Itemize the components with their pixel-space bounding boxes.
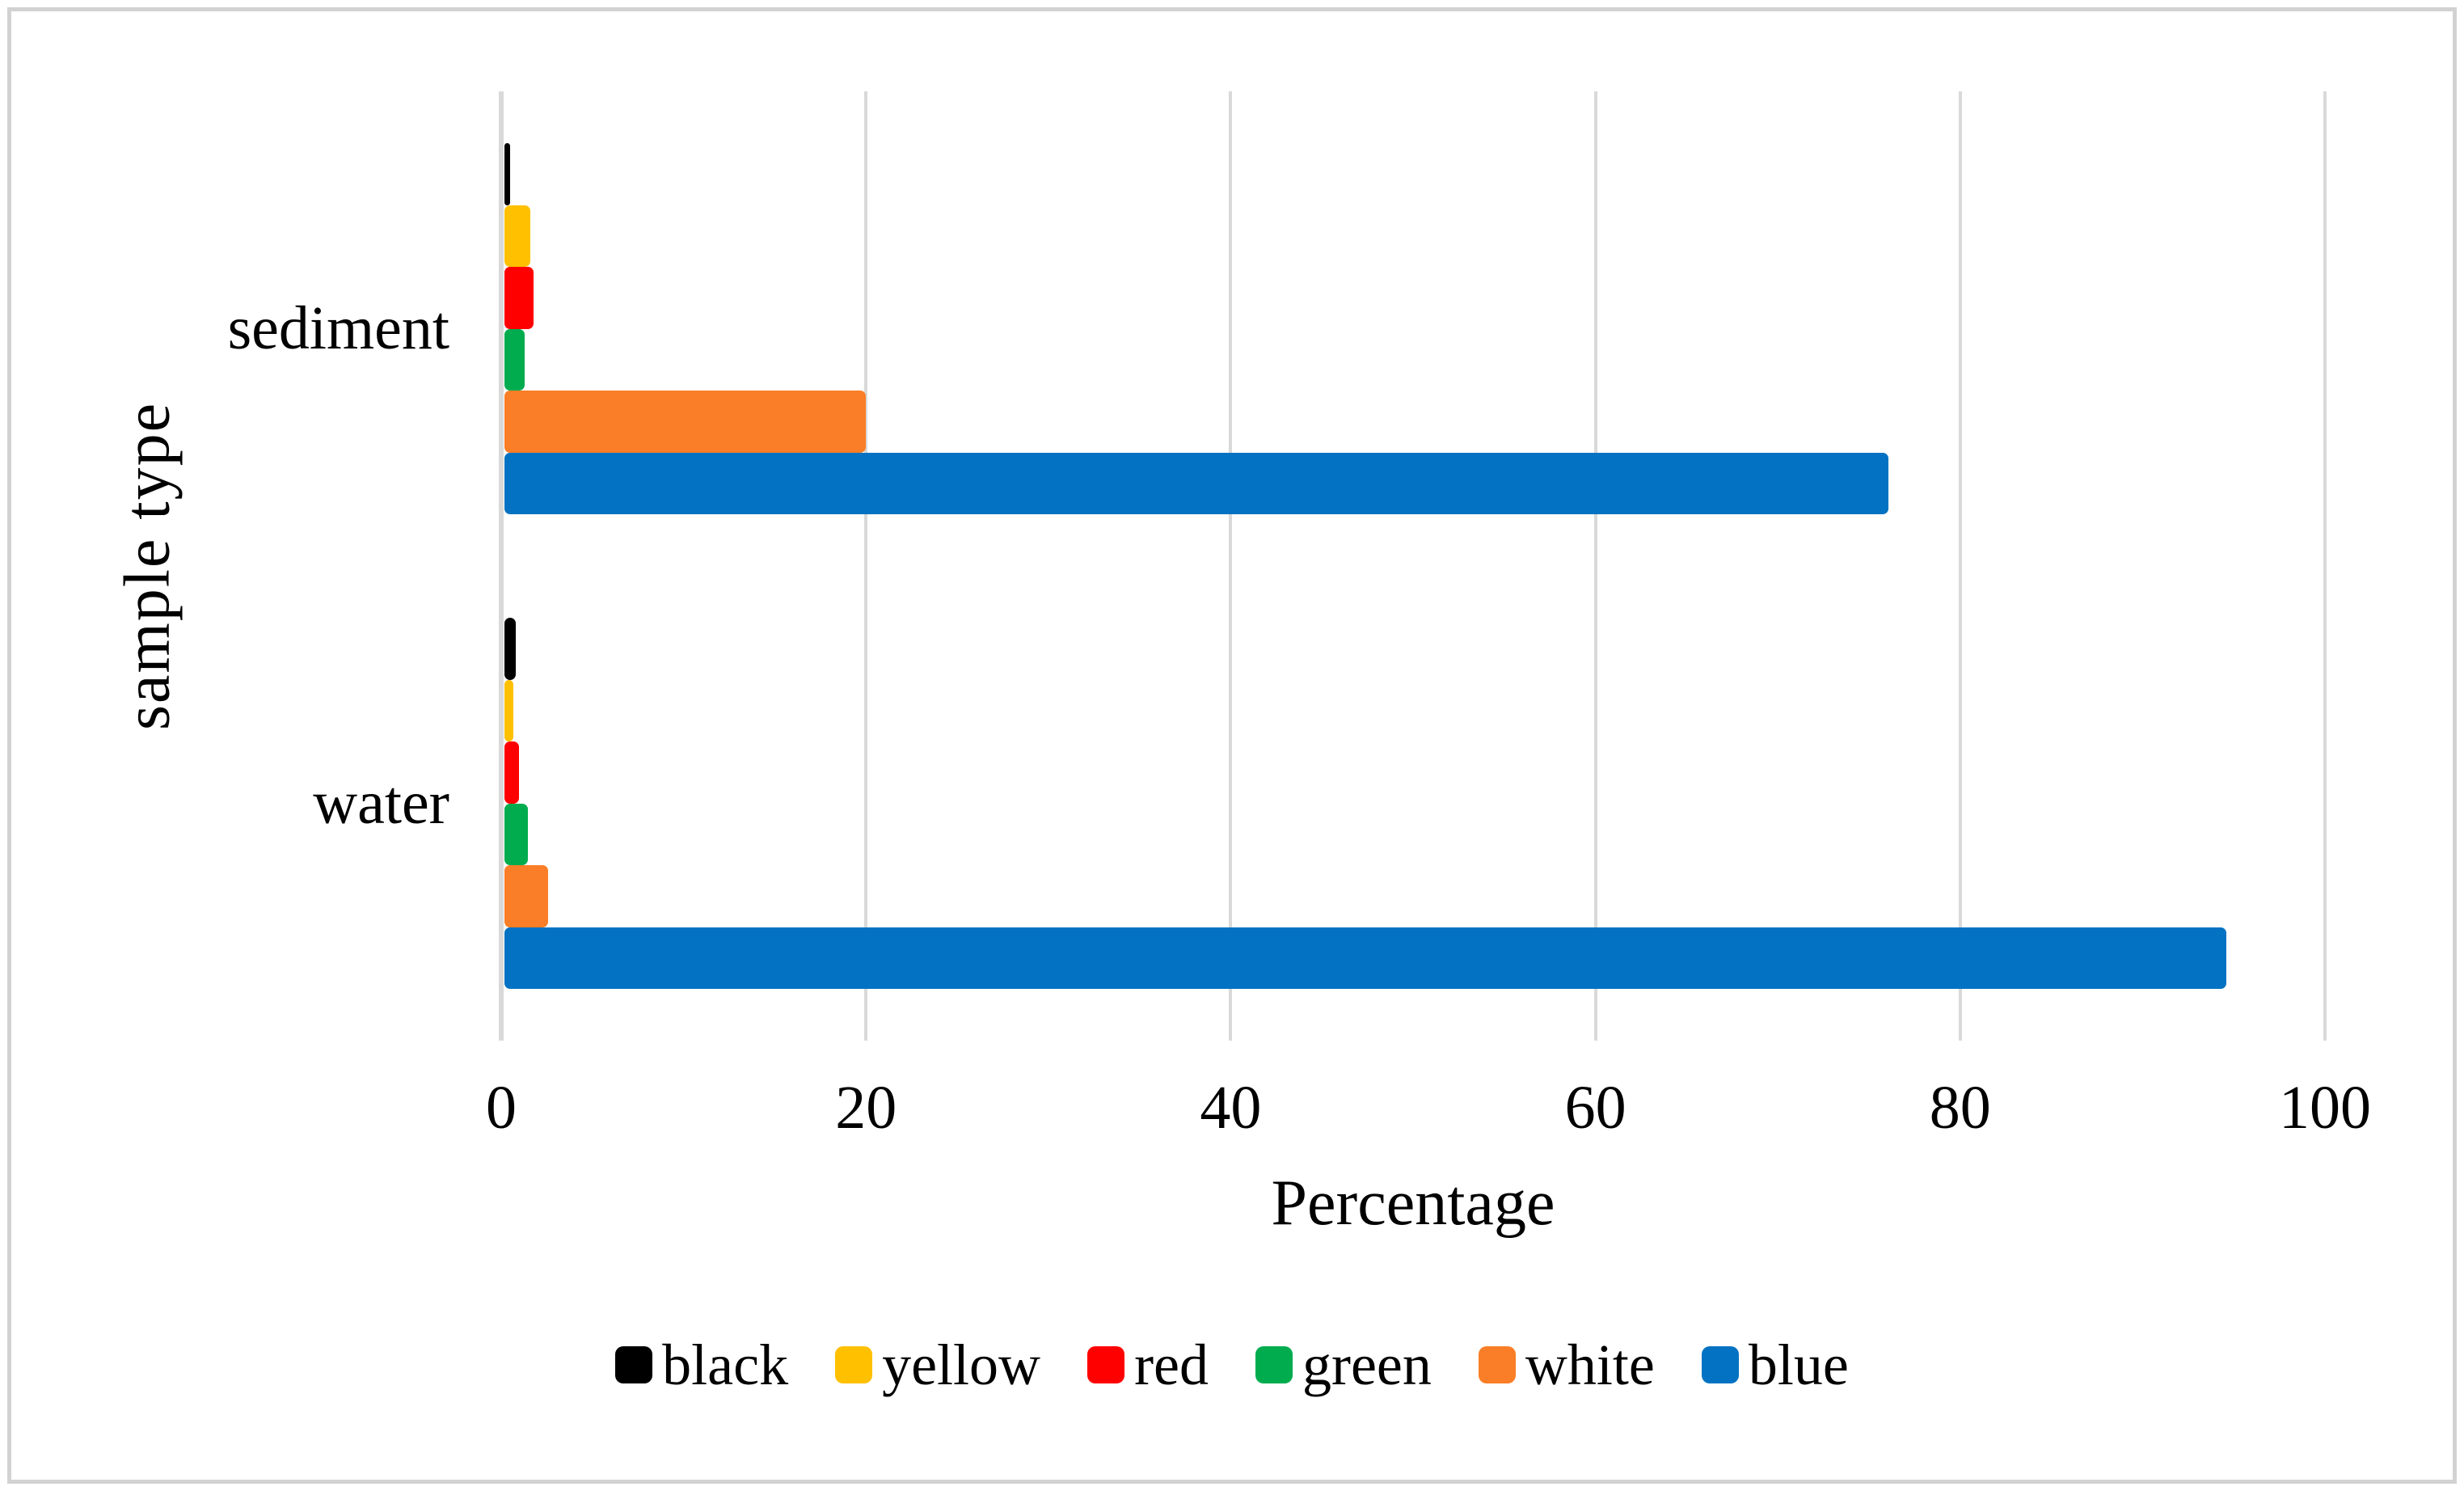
x-tick-label-0: 0 (486, 1074, 517, 1142)
bar-water-black (504, 618, 516, 680)
figure-border (7, 7, 2457, 1484)
legend-label-red: red (1134, 1333, 1209, 1397)
gridline-x-40 (1229, 91, 1233, 1041)
legend-label-yellow: yellow (882, 1333, 1041, 1397)
bar-water-green (504, 803, 529, 865)
gridline-x-80 (1958, 91, 1962, 1041)
legend-item-blue: blue (1701, 1333, 1849, 1397)
legend-swatch-blue (1701, 1346, 1739, 1383)
legend-item-red: red (1087, 1336, 1209, 1394)
bar-water-red (504, 741, 520, 804)
legend-label-blue: blue (1748, 1333, 1849, 1397)
bar-sediment-white (504, 391, 866, 453)
category-label-text: water (313, 769, 449, 837)
y-axis-line (499, 91, 504, 1041)
bar-sediment-black (504, 143, 510, 205)
x-tick-label-40: 40 (1200, 1074, 1262, 1142)
x-tick-label-20: 20 (835, 1074, 897, 1142)
x-axis-title: Percentage (1271, 1168, 1555, 1239)
bar-water-blue (504, 927, 2226, 989)
bar-group-sediment (501, 91, 2325, 566)
legend-label-white: white (1525, 1333, 1655, 1397)
bar-sediment-yellow (504, 205, 530, 267)
x-tick-label-100: 100 (2279, 1074, 2371, 1142)
legend-swatch-white (1478, 1346, 1516, 1383)
bar-group-water (501, 566, 2325, 1041)
legend-label-green: green (1302, 1333, 1432, 1397)
legend-swatch-red (1087, 1346, 1125, 1383)
x-tick-label-60: 60 (1564, 1074, 1626, 1142)
legend-swatch-yellow (835, 1346, 873, 1383)
bar-sediment-blue (504, 452, 1889, 514)
bar-water-yellow (504, 679, 514, 741)
legend-swatch-green (1255, 1346, 1293, 1383)
gridline-x-20 (864, 91, 868, 1041)
bar-sediment-red (504, 267, 534, 329)
gridline-x-100 (2323, 91, 2327, 1041)
category-label-water: water (0, 566, 449, 1041)
plot-area (499, 91, 2327, 1041)
legend-swatch-black (615, 1346, 653, 1383)
legend-item-green: green (1255, 1336, 1432, 1394)
legend-label-black: black (662, 1333, 789, 1397)
category-label-sediment: sediment (0, 91, 449, 566)
category-label-text: sediment (227, 294, 449, 362)
legend: black yellow red green white blue (0, 1336, 2464, 1394)
x-tick-label-80: 80 (1929, 1074, 1991, 1142)
y-axis-title: sample type (112, 401, 184, 731)
bar-sediment-green (504, 328, 525, 391)
legend-item-yellow: yellow (835, 1336, 1040, 1394)
bar-water-white (504, 865, 549, 927)
legend-item-white: white (1478, 1333, 1655, 1397)
gridline-x-60 (1593, 91, 1597, 1041)
legend-item-black: black (615, 1336, 788, 1394)
